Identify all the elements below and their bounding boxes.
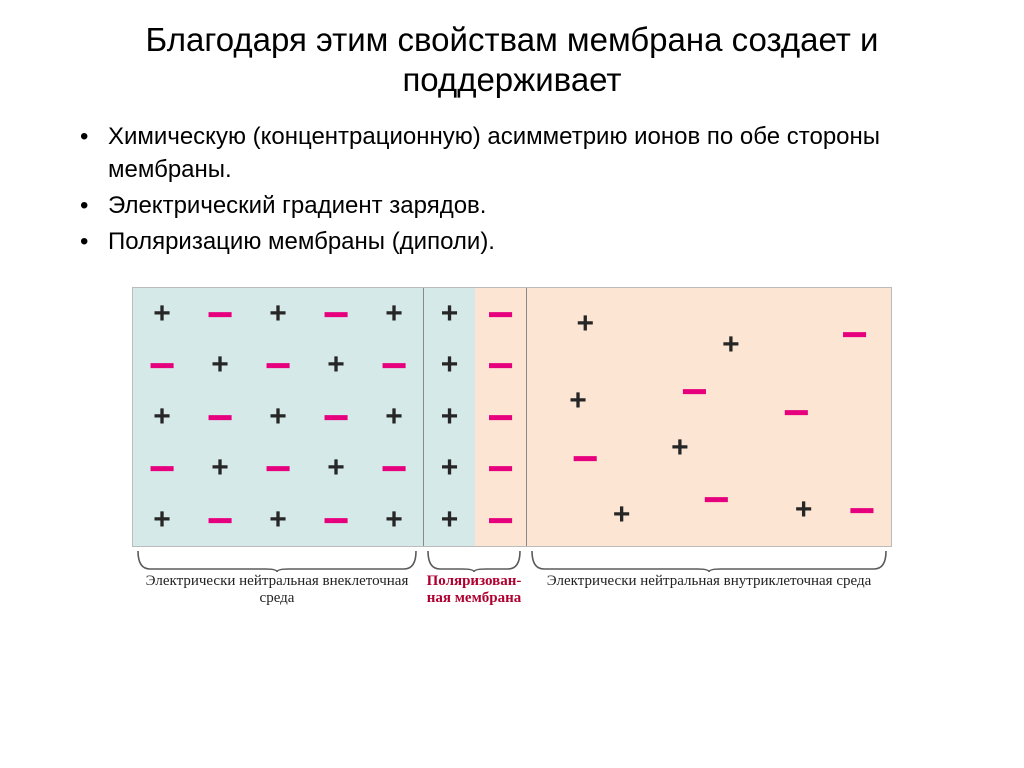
minus-icon: − [207,497,234,543]
minus-icon: − [323,394,350,440]
minus-icon: − [487,291,514,337]
plus-icon: + [153,402,171,432]
plus-icon: + [441,453,459,483]
plus-icon: + [385,505,403,535]
caption-membrane: Поляризован- ная мембрана [422,573,526,608]
bullet-list: Химическую (концентрационную) асимметрию… [50,121,974,259]
brace-right [526,547,892,573]
plus-icon: + [269,299,287,329]
membrane-inner-face: − − − − − [475,288,527,546]
plus-icon: + [441,299,459,329]
plus-icon: + [441,402,459,432]
plus-icon: + [441,350,459,380]
minus-icon: − [487,445,514,491]
plus-icon: + [153,505,171,535]
caption-extracellular: Электрически нейтральная внеклеточная ср… [132,573,422,608]
minus-icon: − [207,394,234,440]
membrane-outer-face: + + + + + [423,288,475,546]
plus-icon: + [327,453,345,483]
bullet-item: Поляризацию мембраны (диполи). [80,226,974,258]
bullet-item: Химическую (концентрационную) асимметрию… [80,121,974,186]
plus-icon: + [211,453,229,483]
minus-icon: − [487,394,514,440]
minus-icon: − [207,291,234,337]
minus-icon: − [841,311,868,357]
minus-icon: − [323,497,350,543]
plus-icon: + [211,350,229,380]
minus-icon: − [265,342,292,388]
minus-icon: − [703,476,730,522]
plus-icon: + [327,350,345,380]
plus-icon: + [671,433,689,463]
plus-icon: + [569,386,587,416]
minus-icon: − [323,291,350,337]
plus-icon: + [613,500,631,530]
brace-left [132,547,422,573]
extracellular-region: + − + − + − + − + − + − + − + − + − + − + − + − + [133,288,423,546]
plus-icon: + [576,309,594,339]
minus-icon: − [381,445,408,491]
bullet-item: Электрический градиент зарядов. [80,190,974,222]
caption-intracellular: Электрически нейтральная внутриклеточная… [526,573,892,590]
slide-title: Благодаря этим свойствам мембрана создае… [50,20,974,99]
brace-mid [422,547,526,573]
plus-icon: + [385,299,403,329]
plus-icon: + [153,299,171,329]
plus-icon: + [722,330,740,360]
plus-icon: + [269,505,287,535]
intracellular-region: ++−−+−+−−+−+ [527,288,891,546]
minus-icon: − [572,435,599,481]
minus-icon: − [487,497,514,543]
minus-icon: − [149,342,176,388]
plus-icon: + [441,505,459,535]
membrane-diagram: +−+−+−+−+−+−+−+−+−+−+−+−+ +++++ −−−−− ++… [132,287,892,608]
minus-icon: − [381,342,408,388]
minus-icon: − [681,368,708,414]
minus-icon: − [848,487,875,533]
minus-icon: − [783,389,810,435]
minus-icon: − [265,445,292,491]
plus-icon: + [385,402,403,432]
plus-icon: + [269,402,287,432]
minus-icon: − [149,445,176,491]
minus-icon: − [487,342,514,388]
plus-icon: + [795,495,813,525]
